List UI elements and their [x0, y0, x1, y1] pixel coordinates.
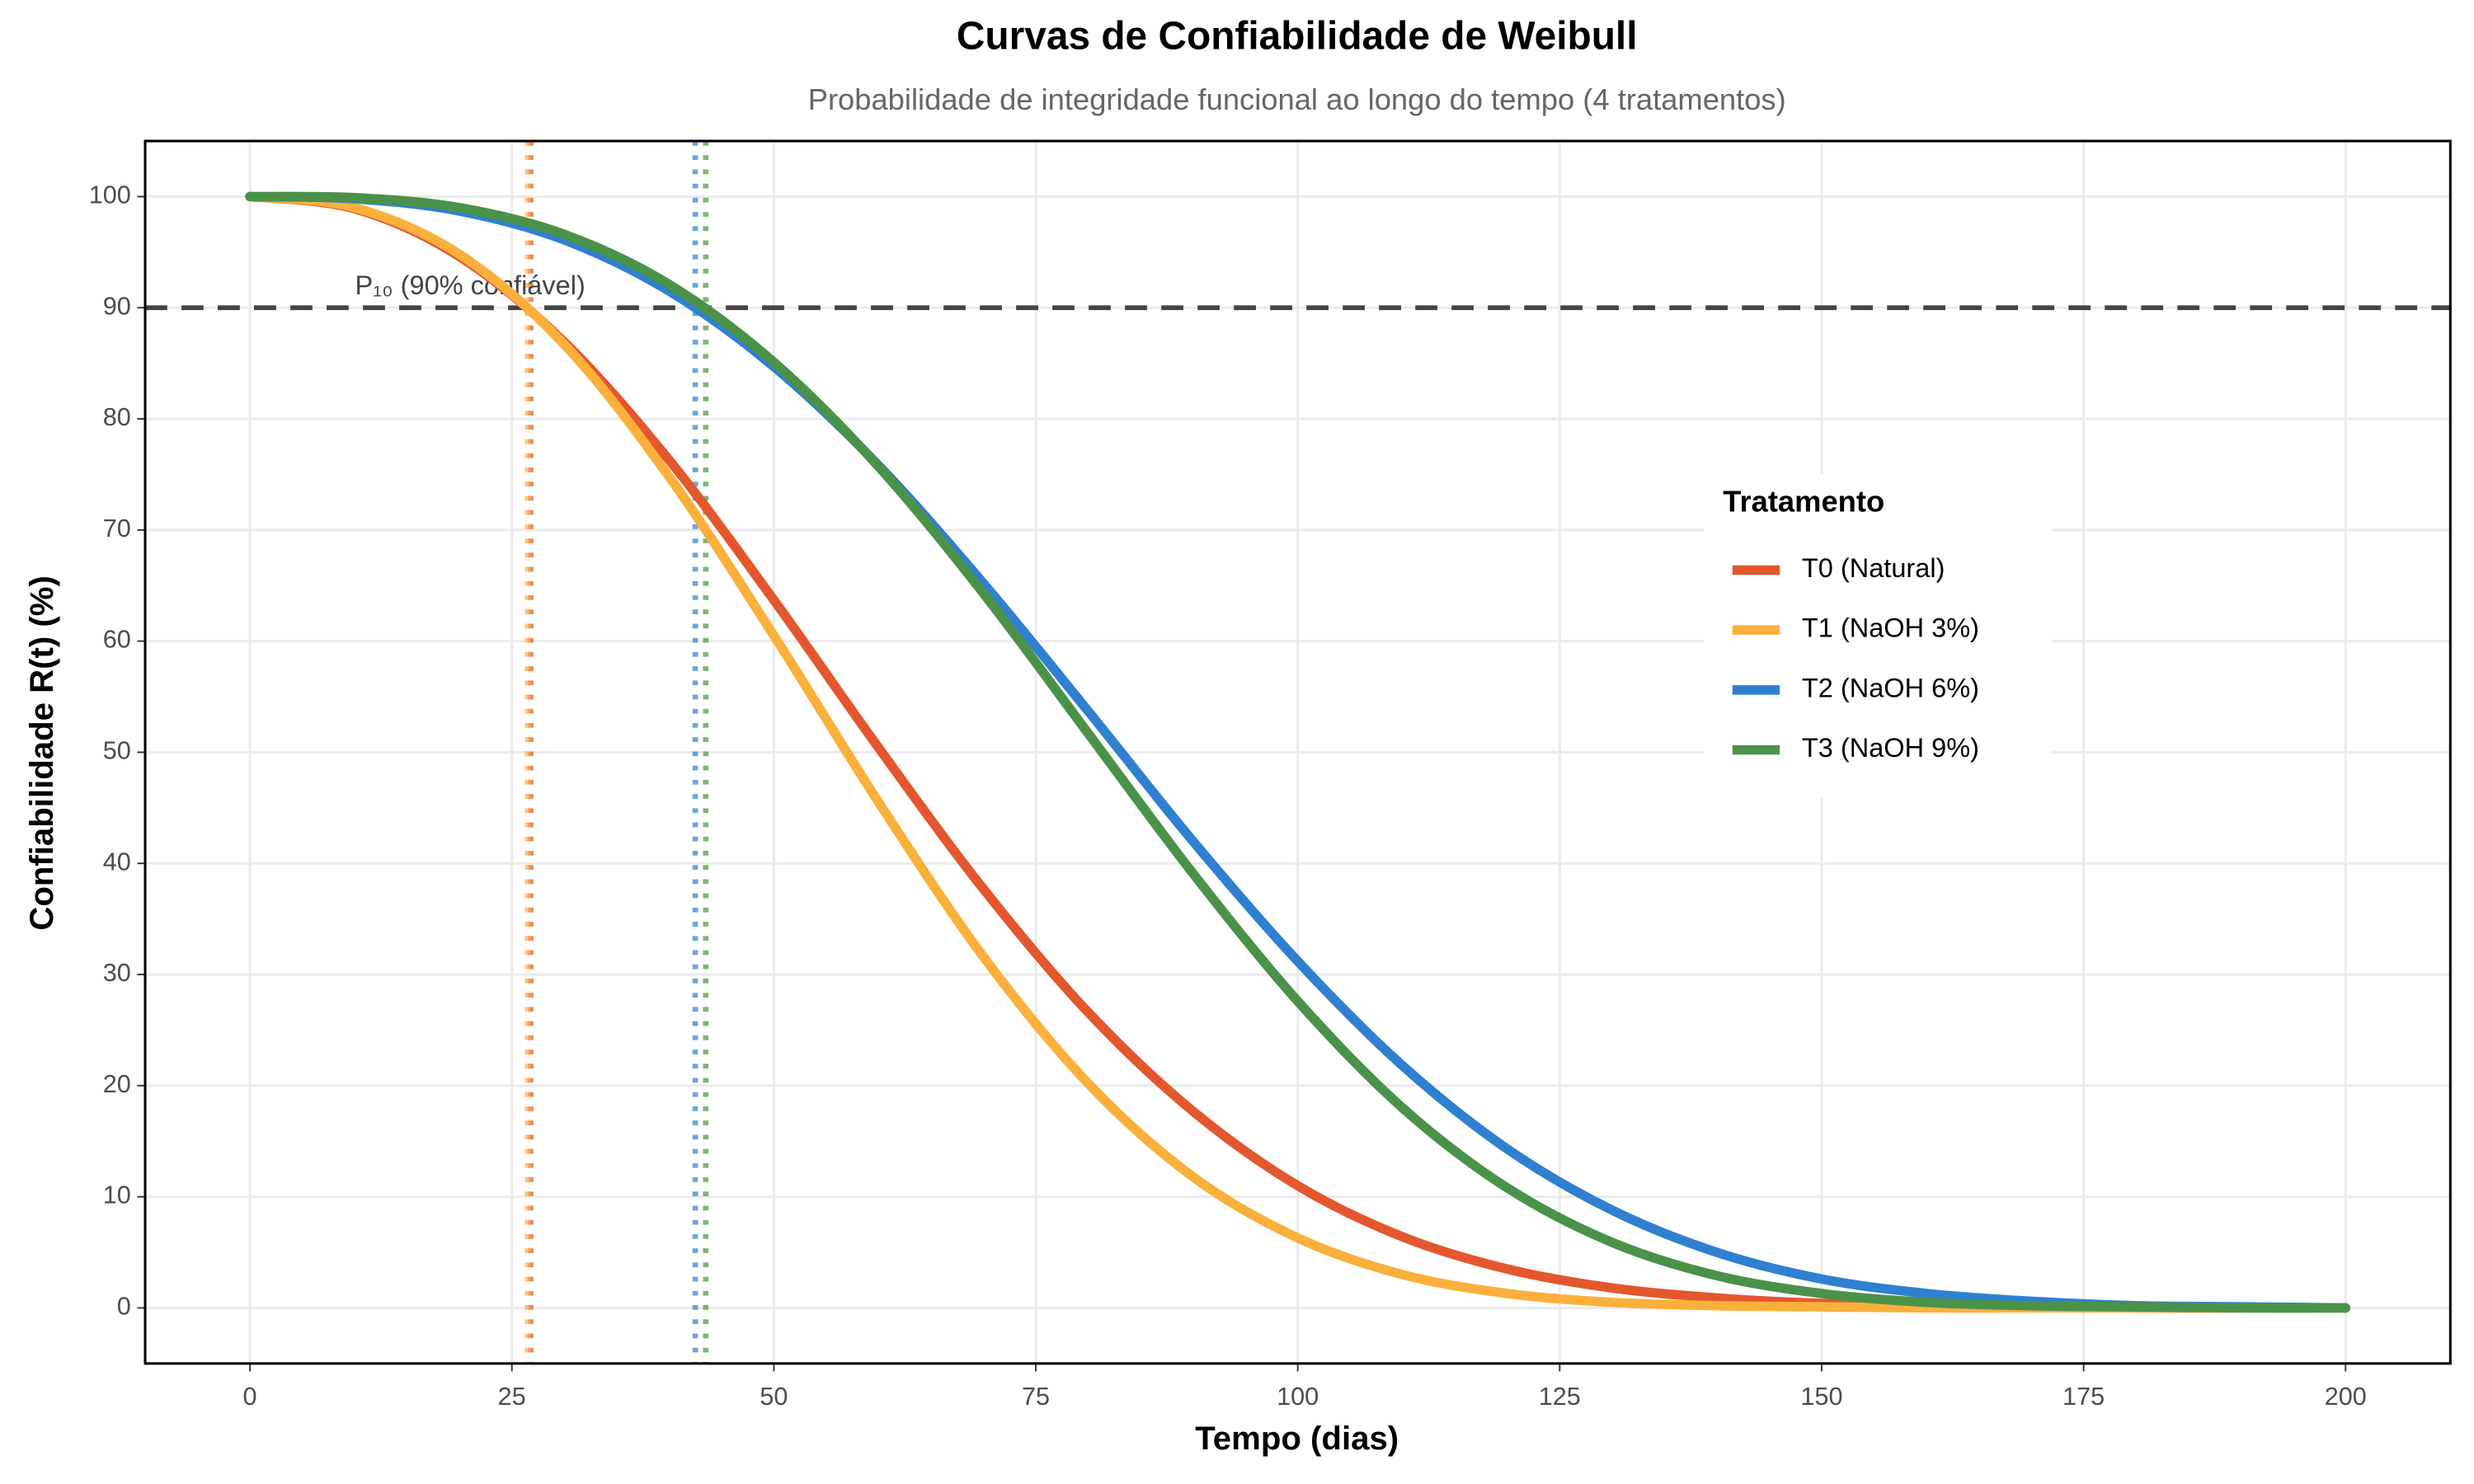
x-tick-label: 175 [2062, 1383, 2105, 1411]
chart-title: Curvas de Confiabilidade de Weibull [957, 14, 1638, 58]
legend-label: T3 (NaOH 9%) [1802, 733, 1979, 763]
legend-title: Tratamento [1723, 485, 1884, 519]
y-tick-label: 70 [103, 514, 131, 542]
legend-label: T0 (Natural) [1802, 553, 1945, 583]
y-tick-label: 100 [89, 181, 131, 209]
x-axis-label: Tempo (dias) [1195, 1420, 1399, 1457]
x-tick-label: 200 [2325, 1383, 2367, 1411]
plot-border [143, 139, 2452, 1365]
chart-subtitle: Probabilidade de integridade funcional a… [808, 82, 1786, 116]
legend-label: T1 (NaOH 3%) [1802, 613, 1979, 643]
x-tick-label: 150 [1800, 1383, 1842, 1411]
plot-area: 0 10 20 30 40 50 60 70 80 90 100 0 25 50 75 100 125 150 17… [89, 139, 2452, 1411]
x-tick-label: 0 [243, 1383, 257, 1411]
y-tick-label: 90 [103, 292, 131, 320]
series-line [245, 191, 2350, 1313]
y-axis-label: Confiabilidade R(t) (%) [23, 575, 60, 931]
x-tick-label: 100 [1277, 1383, 1319, 1411]
y-tick-label: 60 [103, 626, 131, 654]
y-tick-label: 20 [103, 1070, 131, 1098]
annotation: P₁₀ (90% confiável) [355, 270, 585, 300]
legend-label: T2 (NaOH 6%) [1802, 673, 1979, 702]
y-tick-label: 50 [103, 737, 131, 765]
y-tick-label: 10 [103, 1181, 131, 1209]
y-tick-label: 0 [117, 1293, 131, 1321]
y-tick-label: 80 [103, 403, 131, 431]
x-tick-label: 25 [498, 1383, 526, 1411]
series-line [245, 191, 2350, 1313]
x-tick-label: 50 [760, 1383, 788, 1411]
y-tick-label: 40 [103, 848, 131, 876]
x-tick-label: 75 [1022, 1383, 1050, 1411]
legend-background [1704, 473, 2052, 797]
x-tick-label: 125 [1539, 1383, 1581, 1411]
y-tick-label: 30 [103, 959, 131, 987]
